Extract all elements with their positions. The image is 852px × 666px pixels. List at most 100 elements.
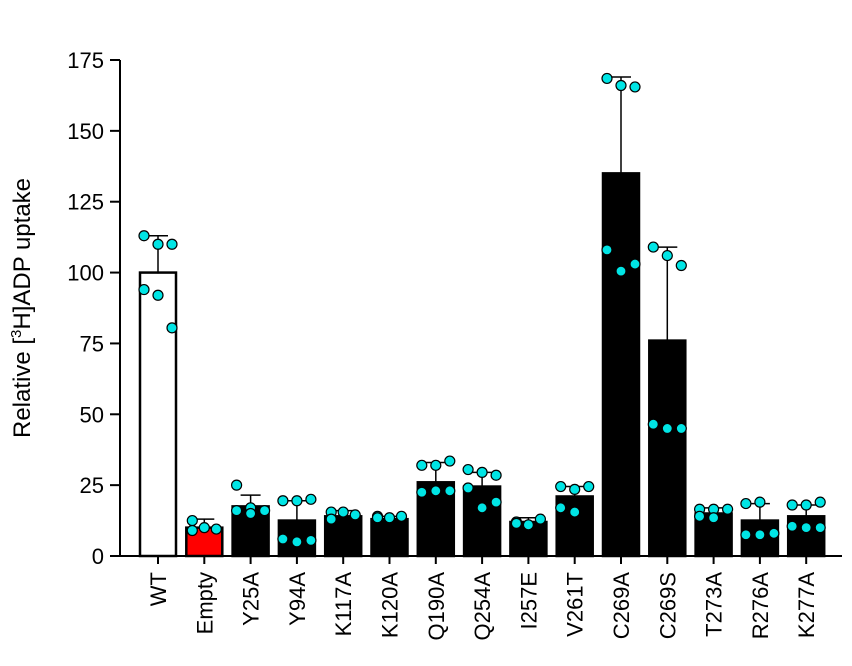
data-point [462, 463, 474, 476]
data-point [800, 499, 812, 511]
data-point [601, 244, 613, 256]
data-point [416, 486, 428, 498]
data-point [138, 230, 150, 242]
bars [138, 172, 826, 558]
tick-labels: WT Empty Y25A Y94A K117A K120A Q190A Q254A I257E… [67, 48, 819, 641]
bar-c269a [601, 172, 641, 558]
x-tick-label: K117A [331, 572, 356, 637]
data-point [166, 322, 178, 334]
data-point [305, 534, 317, 547]
data-point [555, 502, 567, 514]
data-point [210, 523, 222, 535]
data-point [707, 512, 720, 524]
data-point [490, 496, 502, 508]
data-point [721, 503, 734, 515]
data-point [476, 502, 488, 514]
data-point [291, 495, 303, 507]
data-point [814, 522, 826, 534]
x-tick-label: Y94A [285, 572, 310, 626]
data-point [305, 493, 317, 505]
data-point [325, 513, 337, 525]
data-point [534, 513, 547, 525]
data-point [395, 510, 408, 522]
x-tick-label: Q190A [424, 572, 449, 641]
x-tick-label: C269A [609, 572, 634, 640]
x-tick-label: R276A [748, 572, 773, 640]
data-point [754, 496, 766, 508]
data-point [800, 522, 812, 534]
data-point [510, 517, 523, 530]
data-point [462, 482, 474, 494]
x-tick-label: T273A [702, 572, 727, 637]
data-point [186, 524, 198, 537]
data-point [615, 79, 627, 92]
x-tick-label: Y25A [239, 572, 264, 626]
data-point [740, 497, 752, 510]
data-point [138, 283, 150, 296]
error-bars [148, 76, 817, 529]
data-point [490, 469, 502, 481]
data-point [647, 418, 659, 430]
data-point [555, 480, 567, 493]
data-point [786, 499, 798, 511]
data-point [786, 520, 798, 532]
data-point [522, 519, 535, 531]
data-point [277, 533, 289, 545]
data-point [661, 249, 673, 262]
data-point [259, 505, 271, 517]
bar-wt [138, 271, 178, 558]
data-point [152, 289, 164, 301]
data-point [291, 536, 303, 548]
x-tick-label: Empty [192, 572, 217, 634]
data-point [629, 258, 641, 270]
x-tick-label: Q254A [470, 572, 495, 641]
data-point [444, 485, 456, 497]
data-point [693, 510, 706, 522]
data-point [444, 455, 456, 467]
data-point [231, 479, 243, 491]
data-point [416, 459, 428, 471]
x-tick-label: I257E [516, 572, 541, 630]
y-tick-label: 75 [80, 331, 104, 356]
bar-c269s [648, 339, 687, 558]
x-tick-label: WT [146, 572, 171, 606]
y-tick-label: 50 [80, 402, 104, 427]
data-points [138, 72, 826, 548]
data-point [152, 238, 164, 250]
data-point [647, 241, 659, 253]
data-point [675, 422, 687, 435]
data-point [383, 512, 396, 524]
data-point [371, 512, 384, 524]
y-tick-label: 125 [67, 190, 104, 215]
data-point [569, 483, 581, 495]
data-point [740, 529, 752, 541]
data-point [349, 509, 361, 521]
x-tick-label: V261T [563, 572, 588, 637]
x-tick-label: K277A [794, 572, 819, 638]
data-point [583, 480, 595, 493]
data-point [661, 422, 673, 435]
data-point [754, 529, 766, 541]
data-point [430, 485, 442, 497]
data-point [675, 259, 687, 272]
data-point [430, 459, 442, 471]
x-tick-label: C269S [655, 572, 680, 639]
data-point [231, 505, 243, 517]
y-tick-label: 150 [67, 119, 104, 144]
bar-k120a [370, 517, 409, 558]
y-axis-title: Relative [3H]ADP uptake [8, 178, 36, 438]
data-point [198, 522, 210, 534]
data-point [277, 495, 289, 507]
data-point [615, 265, 627, 277]
data-point [629, 81, 641, 93]
y-tick-label: 100 [67, 261, 104, 286]
data-point [814, 496, 826, 508]
data-point [768, 527, 780, 539]
data-point [601, 72, 613, 85]
data-point [337, 506, 349, 518]
y-tick-label: 25 [80, 473, 104, 498]
data-point [166, 238, 178, 250]
y-tick-label: 175 [67, 48, 104, 73]
y-tick-label: 0 [92, 544, 104, 569]
